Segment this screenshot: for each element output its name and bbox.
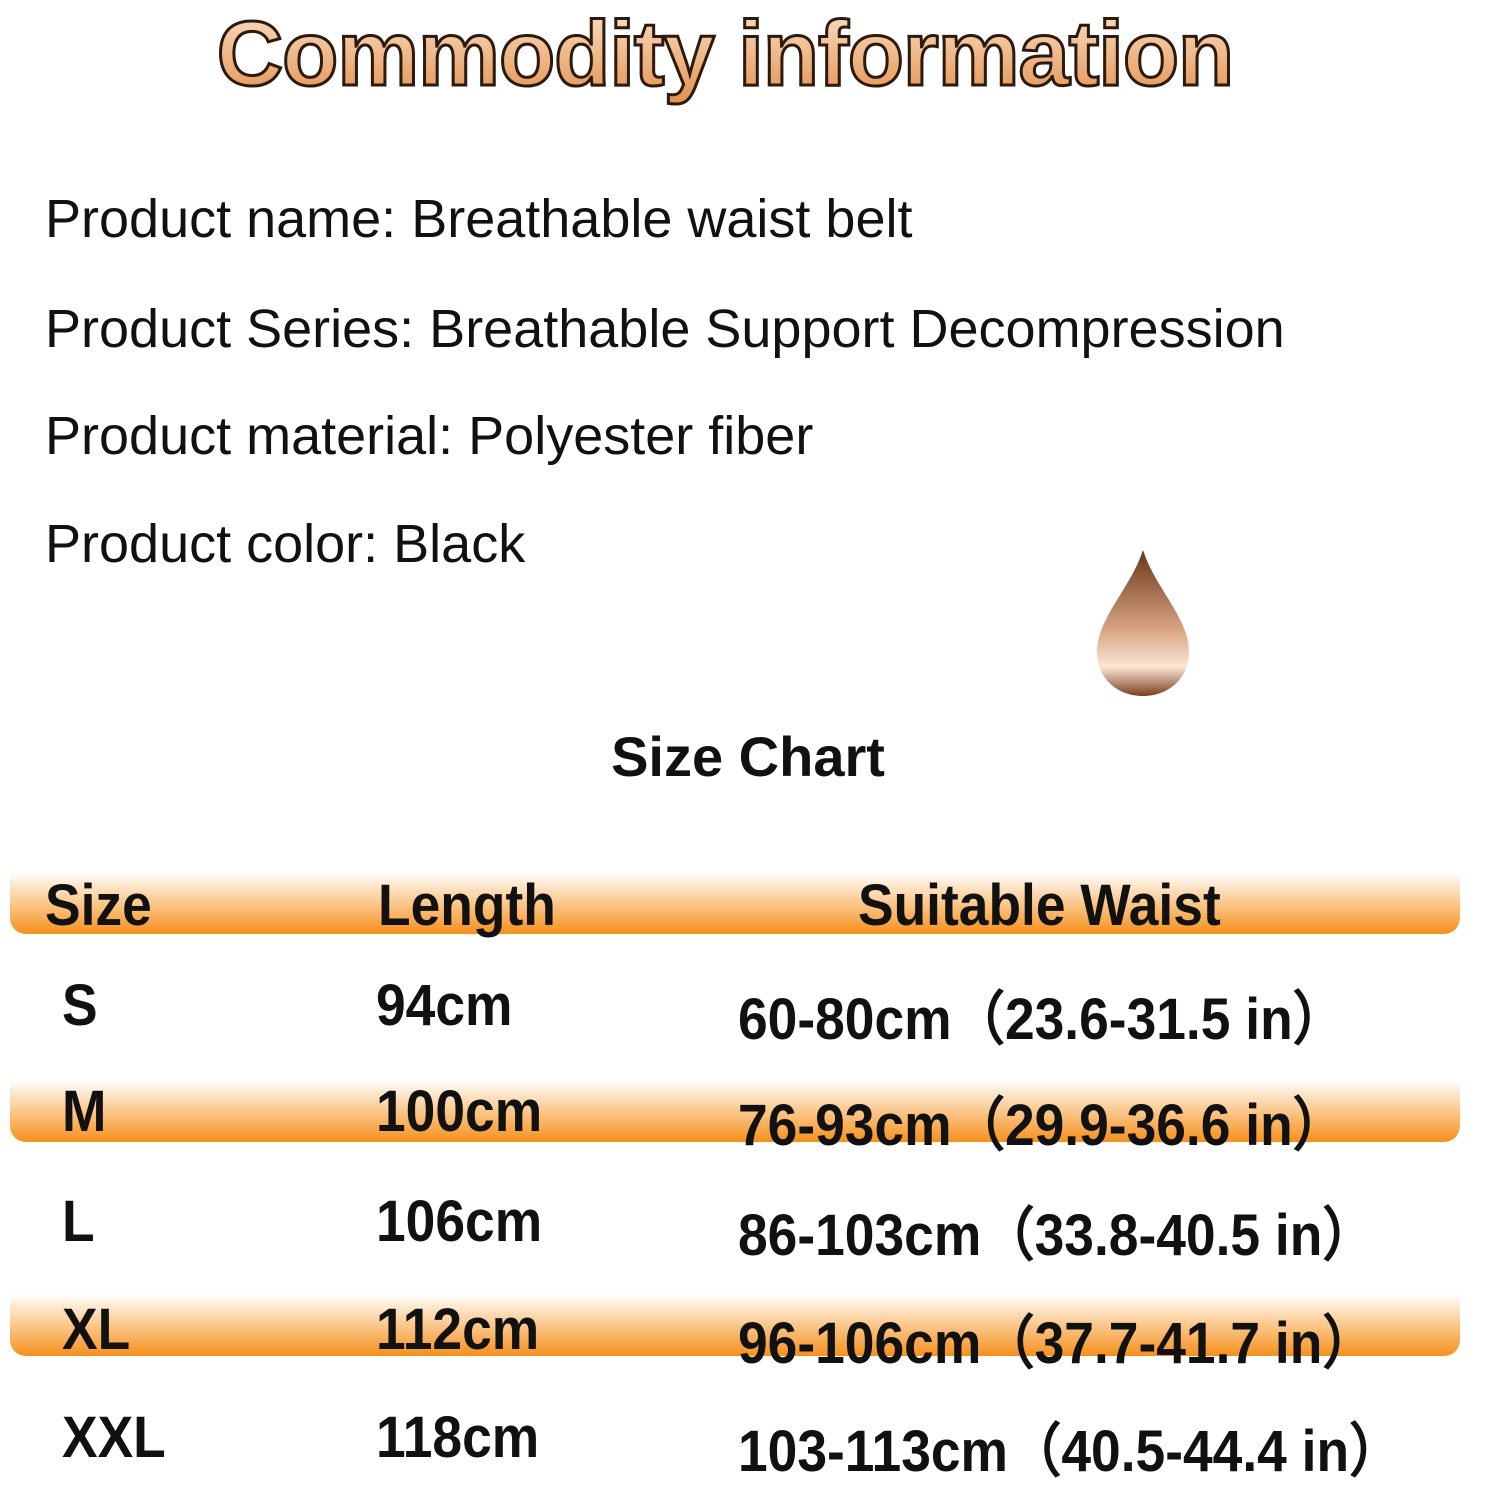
size-cell: XL (62, 1297, 131, 1362)
product-material: Product material: Polyester fiber (45, 406, 814, 466)
size-chart-title: Size Chart (611, 725, 885, 788)
product-name: Product name: Breathable waist belt (45, 189, 913, 249)
product-series: Product Series: Breathable Support Decom… (45, 299, 1285, 359)
row-band-xl (10, 1294, 1460, 1356)
waist-cell: 103-113cm（40.5-44.4 in） (738, 1419, 1403, 1484)
waist-cell: 60-80cm（23.6-31.5 in） (738, 987, 1347, 1052)
column-header-length: Length (378, 873, 556, 938)
size-cell: S (62, 973, 98, 1038)
header-band (10, 872, 1460, 934)
page-title: Commodity information (0, 2, 1450, 107)
length-cell: 112cm (376, 1297, 540, 1362)
drop-icon (1097, 550, 1189, 696)
waist-cell: 86-103cm（33.8-40.5 in） (738, 1203, 1376, 1268)
row-band-m (10, 1080, 1460, 1142)
size-cell: M (62, 1079, 107, 1144)
length-cell: 94cm (376, 973, 513, 1038)
product-color: Product color: Black (45, 514, 526, 574)
waist-cell: 76-93cm（29.9-36.6 in） (738, 1093, 1347, 1158)
length-cell: 106cm (376, 1189, 543, 1254)
length-cell: 118cm (376, 1405, 540, 1470)
size-cell: L (62, 1189, 95, 1254)
size-cell: XXL (62, 1405, 166, 1470)
column-header-size: Size (45, 873, 152, 938)
column-header-waist: Suitable Waist (858, 873, 1221, 938)
length-cell: 100cm (376, 1079, 543, 1144)
waist-cell: 96-106cm（37.7-41.7 in） (738, 1311, 1376, 1376)
